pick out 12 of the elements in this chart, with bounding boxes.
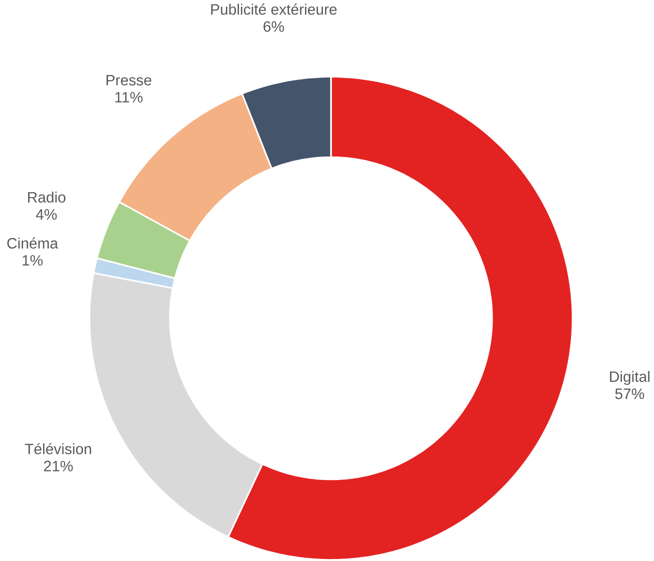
slice-label: Publicité extérieure bbox=[211, 4, 337, 15]
data-label: 6% bbox=[264, 21, 284, 32]
data-label: 11% bbox=[115, 92, 143, 103]
slice-label: Cinéma bbox=[7, 238, 58, 249]
data-label: 57% bbox=[615, 388, 644, 400]
slice-label: Télévision bbox=[24, 443, 92, 454]
data-label: 4% bbox=[36, 209, 57, 220]
slice-label: Radio bbox=[28, 192, 66, 203]
data-label: 21% bbox=[44, 460, 73, 472]
slice-label: Digital bbox=[610, 371, 650, 386]
data-label: 1% bbox=[22, 255, 43, 266]
slice-label: Presse bbox=[106, 75, 152, 86]
